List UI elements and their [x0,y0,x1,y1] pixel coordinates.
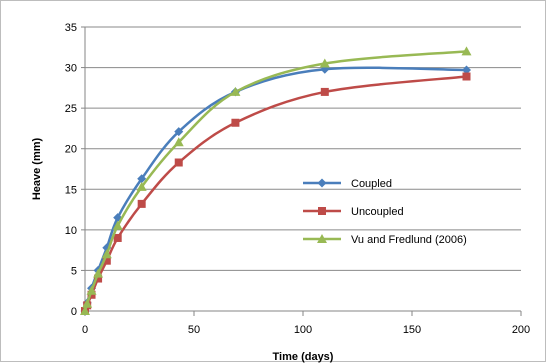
axes [81,26,522,316]
y-axis-title: Heave (mm) [31,137,43,200]
y-tick-label: 10 [65,225,77,237]
x-tick-label: 0 [82,324,88,336]
series-line-uncoupled [83,75,467,312]
data-point-coupled [462,65,471,75]
x-axis-title: Time (days) [273,351,334,363]
legend-swatch-marker [317,178,327,188]
data-point-coupled [137,174,147,184]
data-point-vu-and-fredlund-2006 [319,58,330,68]
x-tick-label: 200 [512,324,530,336]
data-point-vu-and-fredlund-2006 [112,220,123,230]
data-point-vu-and-fredlund-2006 [173,137,184,147]
data-point-uncoupled [137,199,146,208]
data-point-vu-and-fredlund-2006 [136,181,147,191]
legend-label: Vu and Fredlund (2006) [351,234,467,246]
data-point-uncoupled [94,274,103,283]
y-tick-labels: 0 5 10 15 20 25 30 35 [65,22,77,318]
data-point-vu-and-fredlund-2006 [82,298,93,308]
data-point-vu-and-fredlund-2006 [93,268,104,278]
data-point-uncoupled [462,72,471,81]
legend-item-coupled: Coupled [303,178,392,190]
y-tick-label: 5 [71,265,77,277]
y-tick-label: 15 [65,184,77,196]
gridlines [85,26,521,271]
data-point-coupled [174,127,184,137]
data-point-uncoupled [102,256,111,265]
data-point-vu-and-fredlund-2006 [230,86,241,96]
series-uncoupled [81,72,471,315]
y-tick-label: 30 [65,63,77,75]
legend-swatch-marker [318,207,326,215]
data-point-vu-and-fredlund-2006 [86,285,97,295]
legend-label: Coupled [351,178,392,190]
x-tick-label: 50 [188,324,200,336]
y-tick-label: 20 [65,144,77,156]
data-point-vu-and-fredlund-2006 [101,249,112,259]
x-tick-labels: 0 50 100 150 200 [82,324,530,336]
legend: Coupled Uncoupled Vu and Fredlund (2006) [303,178,467,246]
data-point-uncoupled [113,233,122,242]
series-vu-and-fredlund-2006 [80,46,472,315]
legend-item-uncoupled: Uncoupled [303,206,404,218]
legend-swatch-marker [317,234,327,243]
y-tick-label: 0 [71,306,77,318]
data-point-uncoupled [231,118,240,127]
legend-item-vu-and-fredlund-2006: Vu and Fredlund (2006) [303,234,467,246]
data-point-vu-and-fredlund-2006 [461,46,472,56]
series-layer [80,46,472,316]
x-tick-label: 100 [294,324,312,336]
data-point-uncoupled [174,158,183,167]
legend-label: Uncoupled [351,206,404,218]
data-point-uncoupled [87,290,96,299]
y-tick-label: 25 [65,103,77,115]
data-point-vu-and-fredlund-2006 [80,306,90,315]
data-point-uncoupled [320,87,329,96]
x-tick-label: 150 [403,324,421,336]
y-tick-label: 35 [65,22,77,34]
